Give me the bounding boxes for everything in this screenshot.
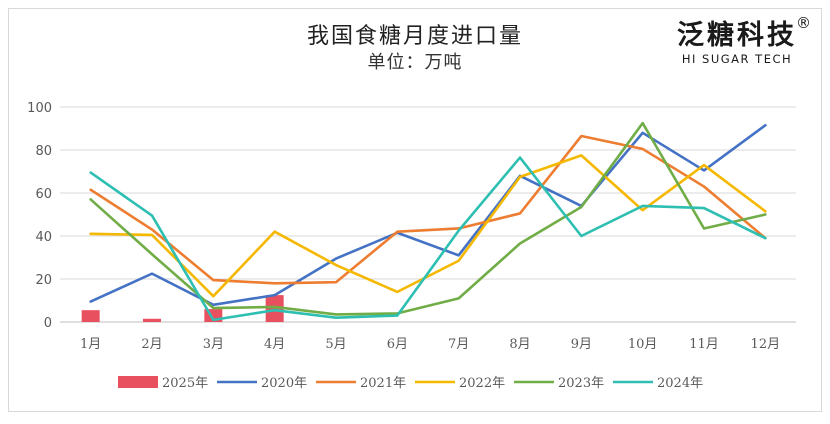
y-tick-label: 80 <box>35 144 52 159</box>
x-tick-label: 6月 <box>387 337 408 352</box>
legend-label: 2020年 <box>261 376 307 391</box>
y-tick-label: 0 <box>44 316 52 331</box>
y-tick-label: 20 <box>35 273 52 288</box>
x-tick-label: 9月 <box>571 337 592 352</box>
x-tick-label: 5月 <box>325 337 346 352</box>
series-line-2024年 <box>89 156 767 322</box>
y-tick-label: 40 <box>35 230 52 245</box>
legend-label: 2021年 <box>360 376 406 391</box>
logo-main-text: 泛糖科技 <box>677 20 797 51</box>
y-tick-label: 60 <box>35 187 52 202</box>
brand-logo: 泛糖科技 HI SUGAR TECH <box>662 20 812 66</box>
chart-subtitle: 单位：万吨 <box>367 52 463 73</box>
legend-swatch-bar <box>118 376 158 388</box>
legend-label: 2025年 <box>162 376 208 391</box>
x-tick-label: 11月 <box>689 337 719 352</box>
x-tick-label: 10月 <box>628 337 658 352</box>
chart-frame <box>8 8 822 412</box>
series-line-2021年 <box>89 134 767 285</box>
series-line-2020年 <box>89 123 767 307</box>
logo-sub-text: HI SUGAR TECH <box>681 52 793 66</box>
x-tick-label: 7月 <box>448 337 469 352</box>
x-tick-label: 3月 <box>203 337 224 352</box>
x-tick-label: 2月 <box>141 337 162 352</box>
bar-2025 <box>143 318 161 322</box>
legend-label: 2024年 <box>657 376 703 391</box>
x-tick-label: 4月 <box>264 337 285 352</box>
series-line-2022年 <box>89 154 767 298</box>
chart-title: 我国食糖月度进口量 <box>306 24 523 49</box>
bar-2025 <box>265 295 284 322</box>
bar-2025 <box>81 310 100 322</box>
y-tick-label: 100 <box>27 101 52 116</box>
x-tick-label: 8月 <box>509 337 530 352</box>
legend-label: 2023年 <box>558 376 604 391</box>
x-tick-label: 1月 <box>80 337 101 352</box>
series-line-2023年 <box>89 121 767 316</box>
legend-label: 2022年 <box>459 376 505 391</box>
registered-mark: ® <box>796 14 811 32</box>
x-tick-label: 12月 <box>751 337 781 352</box>
